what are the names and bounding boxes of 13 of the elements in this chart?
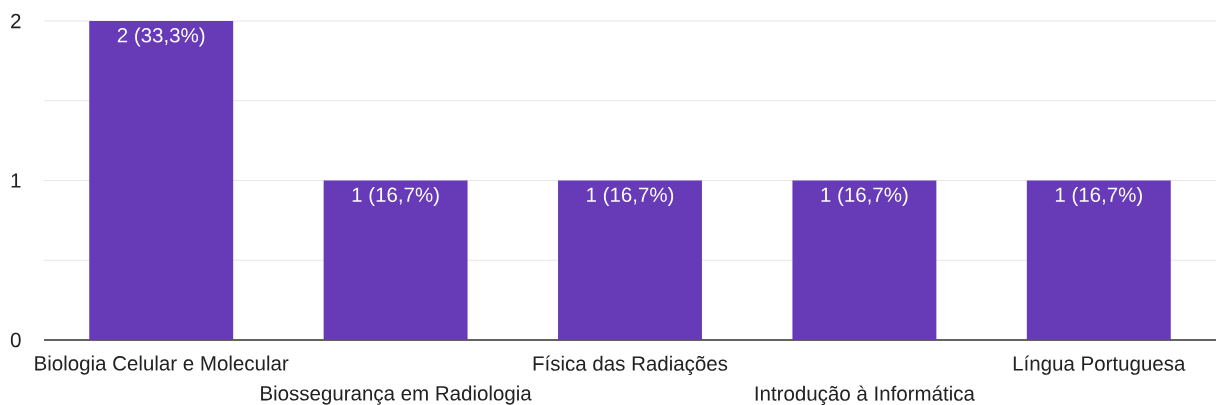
x-tick-label: Introdução à Informática xyxy=(755,385,975,405)
data-label: 1 (16,7%) xyxy=(352,186,439,207)
y-tick-label: 0 xyxy=(10,332,21,348)
data-label: 1 (16,7%) xyxy=(587,186,674,207)
x-tick-label: Língua Portuguesa xyxy=(1013,355,1186,375)
x-tick-label: Física das Radiações xyxy=(533,355,728,375)
data-label: 1 (16,7%) xyxy=(1055,186,1142,207)
x-tick-label: Biologia Celular e Molecular xyxy=(35,355,289,375)
x-tick-label: Biossegurança em Radiologia xyxy=(261,385,532,405)
y-tick-label: 1 xyxy=(11,173,21,188)
data-label: 2 (33,3%) xyxy=(117,27,205,47)
data-label: 1 (16,7%) xyxy=(821,186,908,207)
y-tick-label: 2 xyxy=(11,13,21,29)
